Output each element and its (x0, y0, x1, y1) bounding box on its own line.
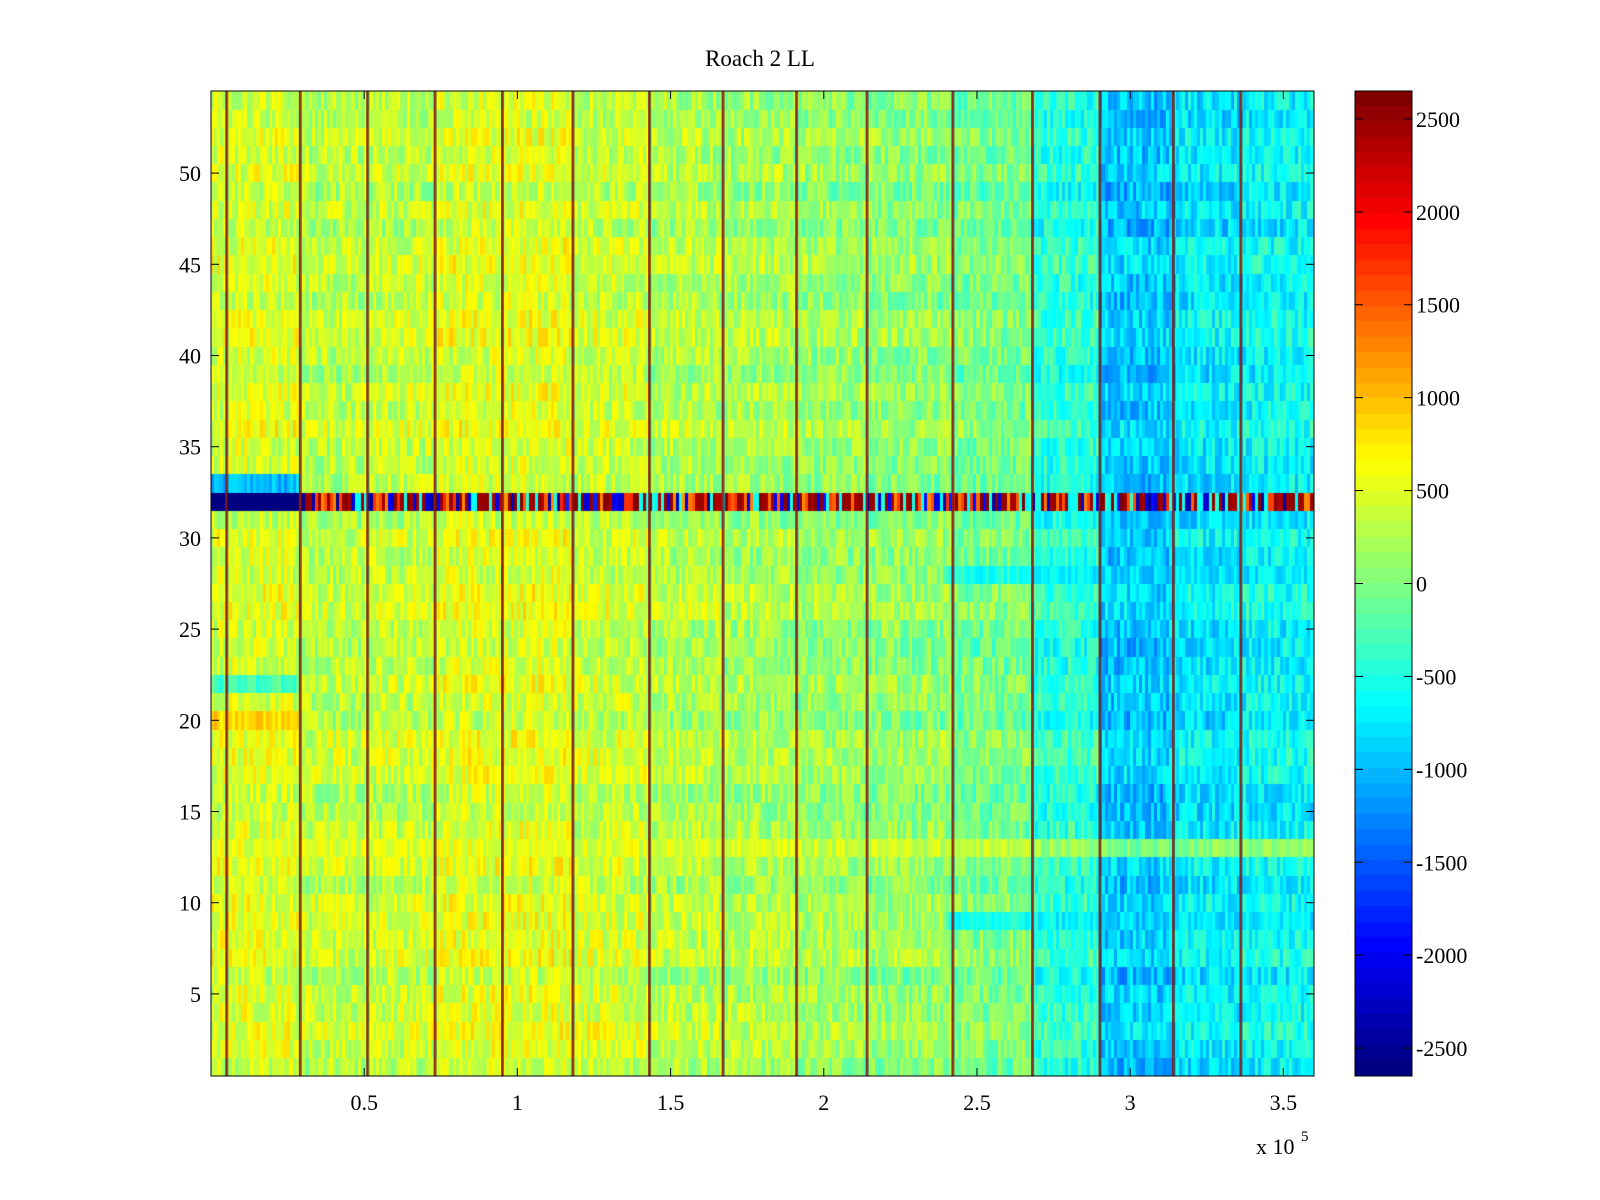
y-tick-label: 15 (179, 800, 201, 825)
x-tick-label: 2.5 (963, 1090, 991, 1115)
x-tick-label: 2 (818, 1090, 829, 1115)
x-tick-label: 3 (1125, 1090, 1136, 1115)
y-tick-label: 30 (179, 526, 201, 551)
x-tick-label: 1 (512, 1090, 523, 1115)
colorbar-gradient (1355, 91, 1412, 1076)
y-tick-label: 20 (179, 708, 201, 733)
colorbar-axis: 2500 2000 1500 1000 500 0 -500 -1000 -1500 -2000 -… (1355, 107, 1467, 1061)
y-tick-label: 5 (190, 982, 201, 1007)
chart-title: Roach 2 LL (705, 46, 815, 71)
colorbar-tick-label: 500 (1416, 479, 1449, 504)
y-axis: 5 10 15 20 25 30 35 40 45 50 (179, 161, 1314, 1007)
boundary-lines (225, 91, 1243, 1076)
colorbar-tick-label: -2000 (1416, 943, 1467, 968)
colorbar-tick-label: 1500 (1416, 293, 1460, 318)
colorbar-tick-label: 2500 (1416, 107, 1460, 132)
heatmap-cells (211, 91, 1314, 1076)
colorbar-tick-label: 2000 (1416, 200, 1460, 225)
colorbar-tick-label: -500 (1416, 664, 1456, 689)
x-axis: 0.5 1 1.5 2 2.5 3 3.5 (350, 91, 1297, 1115)
colorbar-tick-label: -2500 (1416, 1036, 1467, 1061)
x-tick-label: 3.5 (1270, 1090, 1298, 1115)
x-exponent-base: x 10 (1256, 1134, 1295, 1159)
x-exponent-label: x 10 5 (1256, 1129, 1309, 1159)
x-exponent-power: 5 (1301, 1129, 1309, 1145)
y-tick-label: 25 (179, 617, 201, 642)
heatmap-raster (211, 91, 1314, 1076)
x-tick-label: 1.5 (657, 1090, 685, 1115)
y-tick-label: 45 (179, 252, 201, 277)
y-tick-label: 40 (179, 343, 201, 368)
y-tick-label: 35 (179, 435, 201, 460)
plot-frame (210, 90, 1315, 1077)
x-tick-label: 0.5 (350, 1090, 378, 1115)
y-tick-label: 50 (179, 161, 201, 186)
colorbar-raster (1355, 91, 1412, 1076)
colorbar-tick-label: -1000 (1416, 757, 1467, 782)
y-tick-label: 10 (179, 891, 201, 916)
colorbar-tick-label: 1000 (1416, 386, 1460, 411)
colorbar-tick-label: -1500 (1416, 850, 1467, 875)
colorbar-tick-label: 0 (1416, 572, 1427, 597)
